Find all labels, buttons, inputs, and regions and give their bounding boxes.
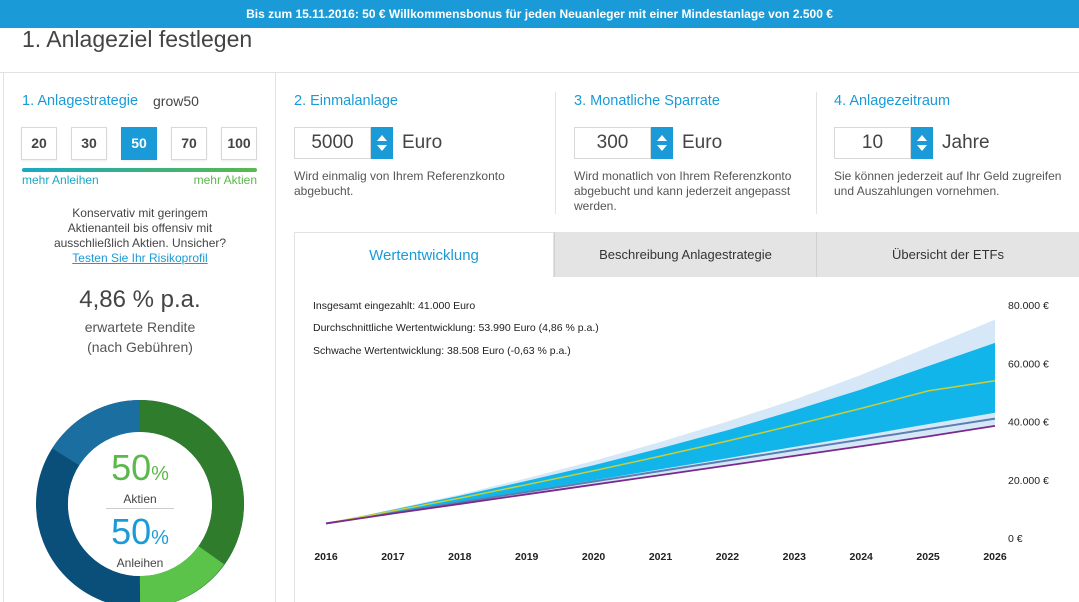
one-time-input-group: 5000 <box>294 127 393 159</box>
monthly-help: Wird monatlich von Ihrem Referenzkonto a… <box>574 169 792 213</box>
arrow-down-icon[interactable] <box>917 145 927 151</box>
donut-inner <box>68 432 212 576</box>
allocation-donut-chart <box>36 400 244 602</box>
divider <box>275 72 276 602</box>
tab-wertentwicklung[interactable]: Wertentwicklung <box>294 232 554 277</box>
arrow-down-icon[interactable] <box>377 145 387 151</box>
bonds-share: 50% Anleihen <box>90 511 190 571</box>
note-total-paid: Insgesamt eingezahlt: 41.000 Euro <box>313 300 476 312</box>
monthly-stepper[interactable] <box>651 127 673 159</box>
divider <box>3 72 4 602</box>
description-text: Konservativ mit geringem Aktienanteil bi… <box>53 206 227 250</box>
monthly-unit: Euro <box>682 132 723 153</box>
one-time-help: Wird einmalig von Ihrem Referenzkonto ab… <box>294 169 505 198</box>
stocks-share: 50% Aktien <box>90 447 190 507</box>
bonds-label: Anleihen <box>116 556 164 570</box>
allocation-100-button[interactable]: 100 <box>221 127 257 160</box>
one-time-input[interactable]: 5000 <box>294 127 371 159</box>
period-input[interactable]: 10 <box>834 127 911 159</box>
stocks-light-segment <box>139 545 225 602</box>
strategy-heading: 1. Anlagestrategie <box>22 93 139 109</box>
note-weak: Schwache Wertentwicklung: 38.508 Euro (-… <box>313 345 571 357</box>
allocation-slider[interactable] <box>22 168 257 172</box>
allocation-20-button[interactable]: 20 <box>21 127 57 160</box>
monthly-heading: 3. Monatliche Sparrate <box>574 93 720 109</box>
tab-etfs[interactable]: Übersicht der ETFs <box>816 232 1079 277</box>
arrow-down-icon[interactable] <box>657 145 667 151</box>
slider-right-label: mehr Aktien <box>193 173 257 187</box>
period-stepper[interactable] <box>911 127 933 159</box>
stocks-label: Aktien <box>123 492 157 506</box>
risk-profile-link[interactable]: Testen Sie Ihr Risikoprofil <box>72 251 208 265</box>
strategy-description: Konservativ mit geringem Aktienanteil bi… <box>40 206 240 266</box>
stocks-percent: 50 <box>111 447 152 488</box>
bonds-percent: 50 <box>111 511 152 552</box>
strategy-name: grow50 <box>153 93 199 109</box>
fee-note: (nach Gebühren) <box>87 339 193 355</box>
one-time-heading: 2. Einmalanlage <box>294 93 398 109</box>
divider <box>555 92 556 214</box>
promo-banner: Bis zum 15.11.2016: 50 € Willkommensbonu… <box>0 0 1079 28</box>
result-tabs: Wertentwicklung Beschreibung Anlagestrat… <box>294 232 1079 277</box>
arrow-up-icon[interactable] <box>917 135 927 141</box>
one-time-stepper[interactable] <box>371 127 393 159</box>
period-help: Sie können jederzeit auf Ihr Geld zugrei… <box>834 169 1062 198</box>
slider-left-label: mehr Anleihen <box>22 173 99 187</box>
period-heading: 4. Anlagezeitraum <box>834 93 951 109</box>
allocation-50-button[interactable]: 50 <box>121 127 157 160</box>
monthly-input-group: 300 <box>574 127 673 159</box>
chart-panel <box>294 276 1079 602</box>
expected-return-label: erwartete Rendite <box>84 319 196 335</box>
stocks-percent-sign: % <box>151 463 169 485</box>
bonds-light-segment <box>52 400 141 467</box>
arrow-up-icon[interactable] <box>657 135 667 141</box>
expected-return-value: 4,86 % p.a. <box>79 286 201 313</box>
one-time-unit: Euro <box>402 132 443 153</box>
period-unit: Jahre <box>942 132 990 153</box>
donut-divider <box>106 508 174 509</box>
page-title: 1. Anlageziel festlegen <box>22 26 253 52</box>
arrow-up-icon[interactable] <box>377 135 387 141</box>
allocation-70-button[interactable]: 70 <box>171 127 207 160</box>
allocation-30-button[interactable]: 30 <box>71 127 107 160</box>
period-input-group: 10 <box>834 127 933 159</box>
tab-beschreibung[interactable]: Beschreibung Anlagestrategie <box>554 232 816 277</box>
divider <box>0 72 1079 73</box>
bonds-percent-sign: % <box>151 527 169 549</box>
monthly-input[interactable]: 300 <box>574 127 651 159</box>
note-average: Durchschnittliche Wertentwicklung: 53.99… <box>313 322 599 334</box>
divider <box>816 92 817 214</box>
